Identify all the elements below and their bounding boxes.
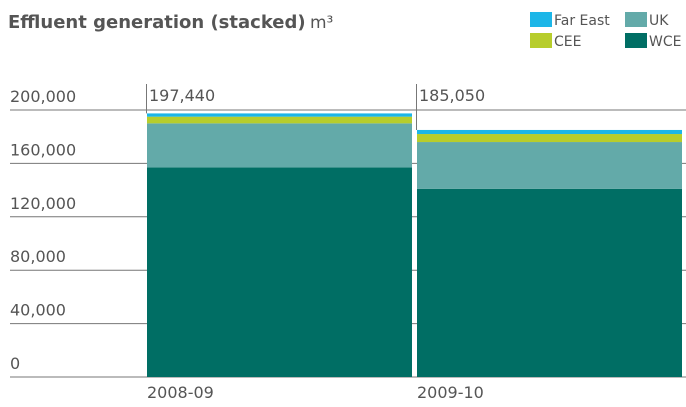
legend-label: WCE: [649, 34, 681, 50]
total-label: 185,050: [419, 86, 485, 105]
legend-label: CEE: [554, 34, 581, 50]
x-tick-label: 2009-10: [417, 383, 484, 402]
chart-title: Effluent generation (stacked): [8, 12, 306, 33]
legend-label: UK: [649, 13, 669, 29]
legend-swatch: [625, 12, 647, 27]
y-tick-label: 120,000: [10, 194, 76, 213]
y-tick-label: 40,000: [10, 301, 66, 320]
bar-segment: [147, 167, 412, 377]
bar-segment: [147, 113, 412, 117]
legend-swatch: [625, 33, 647, 48]
legend-swatch: [530, 33, 552, 48]
bar-segment: [147, 123, 412, 168]
y-tick-label: 160,000: [10, 140, 76, 159]
bar-segment: [417, 188, 682, 377]
x-tick-label: 2008-09: [147, 383, 214, 402]
total-label: 197,440: [149, 86, 215, 105]
bar-segment: [147, 116, 412, 124]
y-tick-label: 0: [10, 354, 20, 373]
legend-swatch: [530, 12, 552, 27]
y-tick-label: 80,000: [10, 247, 66, 266]
bar-segment: [417, 134, 682, 143]
bar-segment: [417, 129, 682, 135]
bar-segment: [417, 142, 682, 189]
y-tick-label: 200,000: [10, 87, 76, 106]
unit: m³: [310, 13, 333, 33]
legend-label: Far East: [554, 13, 610, 29]
